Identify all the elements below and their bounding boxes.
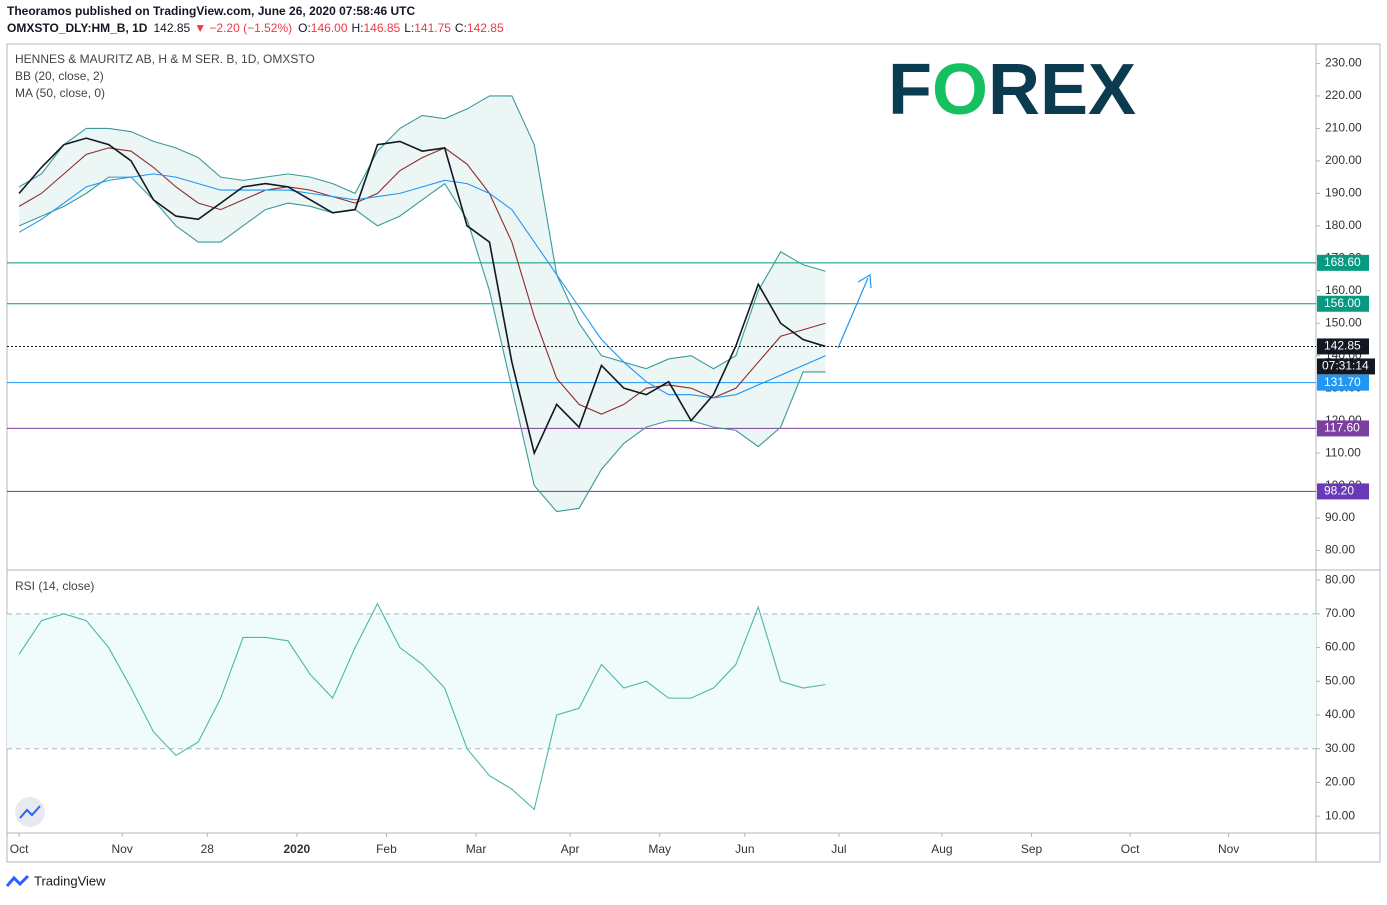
x-tick-label: Oct xyxy=(1121,842,1140,856)
o-label: O: xyxy=(298,21,311,35)
logo-part: F xyxy=(888,50,932,130)
series-line xyxy=(18,176,826,513)
c: 142.85 xyxy=(467,21,504,35)
indicator-label: MA (50, close, 0) xyxy=(15,86,105,100)
series-line xyxy=(18,147,826,415)
x-tick-label: Jul xyxy=(831,842,846,856)
level-label: 156.00 xyxy=(1324,296,1361,310)
rsi-tick-label: 30.00 xyxy=(1325,741,1355,755)
logo-part: O xyxy=(932,50,988,130)
last: 142.85 xyxy=(153,21,190,35)
y-tick-label: 90.00 xyxy=(1325,510,1355,524)
y-tick-label: 200.00 xyxy=(1325,153,1362,167)
last-price-label: 142.85 xyxy=(1324,339,1361,353)
x-tick-label: Nov xyxy=(1218,842,1239,856)
countdown: 07:31:14 xyxy=(1322,359,1369,373)
level-label: 131.70 xyxy=(1324,375,1361,389)
level-label: 168.60 xyxy=(1324,255,1361,269)
level-label-bg xyxy=(1317,254,1369,271)
x-tick-label: 28 xyxy=(201,842,215,856)
footer-brand: TradingView xyxy=(34,873,106,888)
level-label: 117.60 xyxy=(1324,421,1360,435)
series-line xyxy=(18,95,826,370)
rsi-title: RSI (14, close) xyxy=(15,579,94,593)
level-label-bg xyxy=(1317,420,1369,437)
y-tick-label: 150.00 xyxy=(1325,315,1362,329)
o: 146.00 xyxy=(311,21,348,35)
l: 141.75 xyxy=(414,21,451,35)
c-label: C: xyxy=(455,21,467,35)
series-line xyxy=(18,137,826,456)
level-label-bg xyxy=(1317,374,1369,391)
symbol-line: OMXSTO_DLY:HM_B, 1D 142.85 ▼ −2.20 (−1.52%… xyxy=(7,21,504,35)
y-tick-label: 160.00 xyxy=(1325,283,1362,297)
chart-title: HENNES & MAURITZ AB, H & M SER. B, 1D, O… xyxy=(15,52,315,66)
logo: FOREX xyxy=(888,50,1136,130)
bb-fill xyxy=(19,95,826,512)
y-tick-label: 190.00 xyxy=(1325,186,1362,200)
rsi-tick-label: 50.00 xyxy=(1325,673,1355,687)
rsi-tick-label: 40.00 xyxy=(1325,707,1355,721)
y-tick-label: 210.00 xyxy=(1325,121,1362,135)
x-tick-label: Apr xyxy=(561,842,580,856)
h-label: H: xyxy=(352,21,364,35)
y-tick-label: 180.00 xyxy=(1325,218,1362,232)
series-line xyxy=(18,173,826,399)
symbol: OMXSTO_DLY:HM_B, 1D xyxy=(7,21,148,35)
rsi-line xyxy=(18,602,826,811)
publish-line: Theoramos published on TradingView.com, … xyxy=(7,4,415,18)
change: ▼ −2.20 (−1.52%) xyxy=(194,21,292,35)
tv-icon-mark xyxy=(19,805,41,819)
x-tick-label: Oct xyxy=(10,842,29,856)
x-tick-label: Mar xyxy=(466,842,487,856)
rsi-band xyxy=(7,613,1316,749)
rsi-tick-label: 70.00 xyxy=(1325,606,1355,620)
level-label: 98.20 xyxy=(1324,484,1354,498)
plot: Oct Nov 28 2020 Feb Mar Apr May Jun Jul Aug Sep Oct N… xyxy=(7,56,1375,856)
publish-text: Theoramos published on TradingView.com, … xyxy=(7,4,415,18)
rsi-tick-label: 20.00 xyxy=(1325,775,1355,789)
tv-footer-icon xyxy=(5,874,30,887)
l-label: L: xyxy=(404,21,414,35)
x-tick-label: 2020 xyxy=(283,842,310,856)
arrow-annotation xyxy=(837,273,872,349)
frame xyxy=(6,43,1381,863)
last-price-label-bg xyxy=(1317,338,1369,355)
y-tick-label: 110.00 xyxy=(1325,445,1361,459)
y-tick-label: 220.00 xyxy=(1325,88,1362,102)
countdown-bg xyxy=(1317,358,1375,375)
rsi-tick-label: 10.00 xyxy=(1325,808,1355,822)
logo-part: REX xyxy=(988,50,1136,130)
level-label-bg xyxy=(1317,295,1369,312)
rsi-tick-label: 80.00 xyxy=(1325,572,1355,586)
x-tick-label: Feb xyxy=(376,842,397,856)
x-tick-label: Nov xyxy=(111,842,132,856)
x-tick-label: Sep xyxy=(1021,842,1043,856)
rsi-tick-label: 60.00 xyxy=(1325,640,1355,654)
level-label-bg xyxy=(1317,483,1369,500)
x-tick-label: May xyxy=(648,842,671,856)
indicator-label: BB (20, close, 2) xyxy=(15,69,104,83)
y-tick-label: 230.00 xyxy=(1325,56,1362,70)
h: 146.85 xyxy=(364,21,401,35)
y-tick-label: 80.00 xyxy=(1325,543,1355,557)
x-tick-label: Jun xyxy=(735,842,754,856)
x-tick-label: Aug xyxy=(931,842,952,856)
